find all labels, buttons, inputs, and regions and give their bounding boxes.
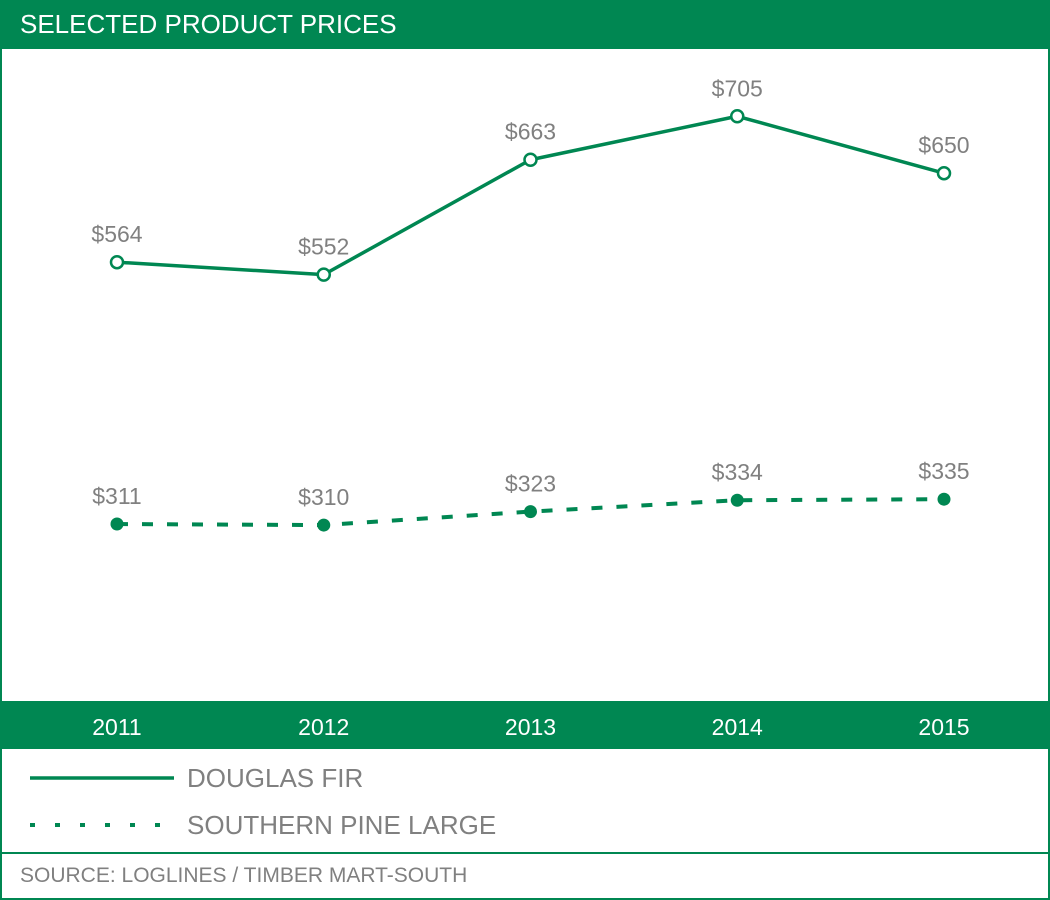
legend-label: DOUGLAS FIR xyxy=(187,763,364,793)
data-point-2012 xyxy=(317,518,331,532)
data-label-2012: $552 xyxy=(298,234,349,260)
x-tick-label-2015: 2015 xyxy=(918,714,970,740)
legend-solid-line-icon xyxy=(30,776,174,780)
source-note: SOURCE: LOGLINES / TIMBER MART-SOUTH xyxy=(20,864,468,887)
data-point-2015 xyxy=(937,492,951,506)
chart-title: SELECTED PRODUCT PRICES xyxy=(20,9,397,39)
data-point-2014 xyxy=(730,109,745,124)
data-label-2015: $335 xyxy=(918,458,969,484)
source-divider xyxy=(0,852,1050,854)
title-bar: SELECTED PRODUCT PRICES xyxy=(0,0,1050,49)
x-tick-label-2011: 2011 xyxy=(92,714,142,740)
legend-dashed-line-icon xyxy=(30,823,176,827)
data-point-2011 xyxy=(110,517,124,531)
data-point-2014 xyxy=(730,493,744,507)
plot-area: $564 $552 $663 $705 $650 $311 $310 $323 $334 $335 xyxy=(91,75,970,532)
data-label-2012: $310 xyxy=(298,484,349,510)
data-label-2015: $650 xyxy=(918,132,969,158)
data-label-2013: $663 xyxy=(505,119,556,145)
x-axis-bar: 2011 2012 2013 2014 2015 xyxy=(0,701,1050,749)
data-label-2011: $311 xyxy=(92,483,141,509)
data-point-2015 xyxy=(936,165,952,181)
x-tick-label-2013: 2013 xyxy=(504,714,557,740)
data-label-2014: $334 xyxy=(712,459,763,485)
legend-label: SOUTHERN PINE LARGE xyxy=(187,810,497,840)
data-point-2011 xyxy=(109,254,125,270)
data-label-2011: $564 xyxy=(91,221,142,247)
x-tick-label-2012: 2012 xyxy=(298,714,350,740)
x-tick-label-2014: 2014 xyxy=(711,714,763,740)
data-point-2013 xyxy=(523,152,538,167)
data-point-2012 xyxy=(316,267,331,282)
data-label-2013: $323 xyxy=(505,471,556,497)
data-point-2013 xyxy=(524,505,537,519)
data-label-2014: $705 xyxy=(712,75,763,101)
